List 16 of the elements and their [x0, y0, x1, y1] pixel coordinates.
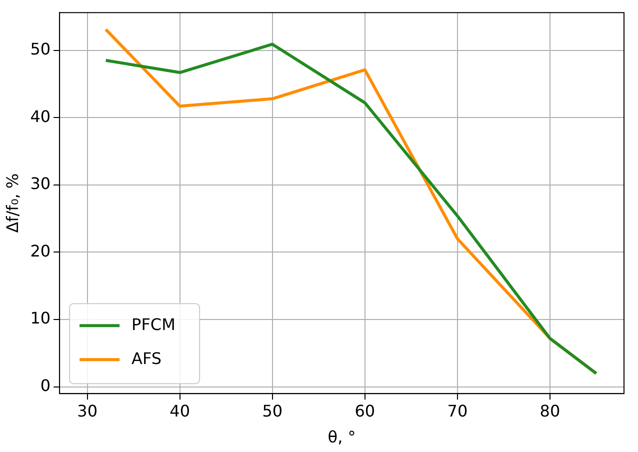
x-tick-label: 40: [170, 401, 190, 420]
y-tick-label: 10: [30, 308, 51, 328]
x-tick-label: 30: [77, 401, 98, 420]
y-tick-label: 0: [40, 376, 51, 396]
x-tick-label: 80: [540, 401, 560, 420]
y-axis-title: Δf/f₀, %: [2, 173, 22, 233]
x-axis-title: θ, °: [328, 428, 356, 447]
y-tick-label: 50: [30, 39, 51, 58]
y-tick-label: 20: [30, 241, 51, 260]
x-tick-label: 60: [354, 401, 376, 420]
y-tick-label: 40: [30, 106, 51, 126]
legend-label: PFCM: [132, 314, 176, 334]
x-tick-label: 70: [447, 401, 468, 420]
x-tick-label: 50: [262, 401, 283, 420]
y-tick-label: 30: [30, 174, 51, 194]
legend-label: AFS: [132, 348, 162, 368]
